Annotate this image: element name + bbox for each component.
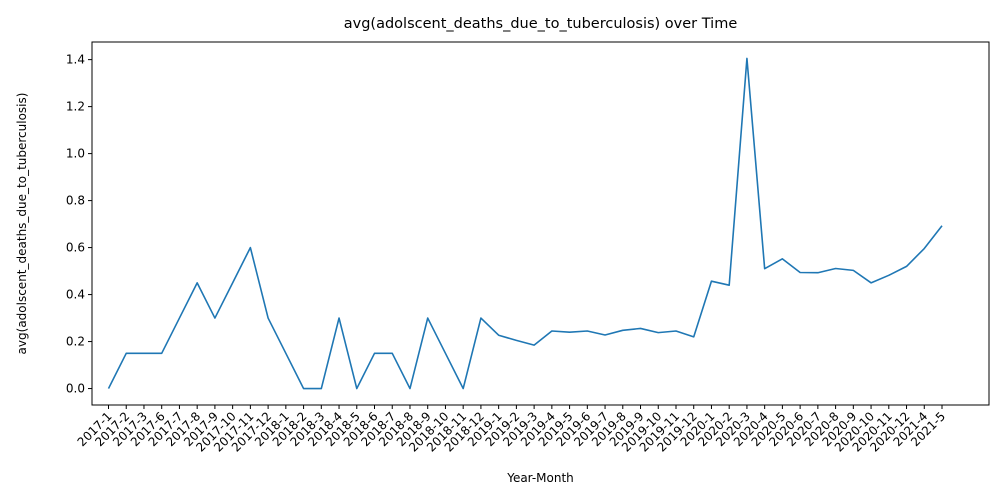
chart-title: avg(adolscent_deaths_due_to_tuberculosis… [344, 16, 738, 32]
y-tick-label: 0.8 [66, 194, 85, 208]
y-tick-label: 1.0 [66, 147, 85, 161]
y-tick-label: 0.0 [66, 382, 85, 396]
plot-area [91, 41, 990, 406]
x-axis-title: Year-Month [506, 471, 574, 485]
y-tick-label: 0.2 [66, 335, 85, 349]
y-axis: 0.0 0.2 0.4 0.6 0.8 1.0 1.2 1.4 [66, 53, 92, 396]
axes-frame [91, 41, 990, 406]
y-tick-label: 0.6 [66, 241, 85, 255]
y-tick-label: 0.4 [66, 288, 85, 302]
y-tick-label: 1.4 [66, 53, 85, 67]
y-tick-label: 1.2 [66, 100, 85, 114]
y-axis-title: avg(adolscent_deaths_due_to_tuberculosis… [15, 93, 29, 355]
series-line [107, 57, 943, 390]
